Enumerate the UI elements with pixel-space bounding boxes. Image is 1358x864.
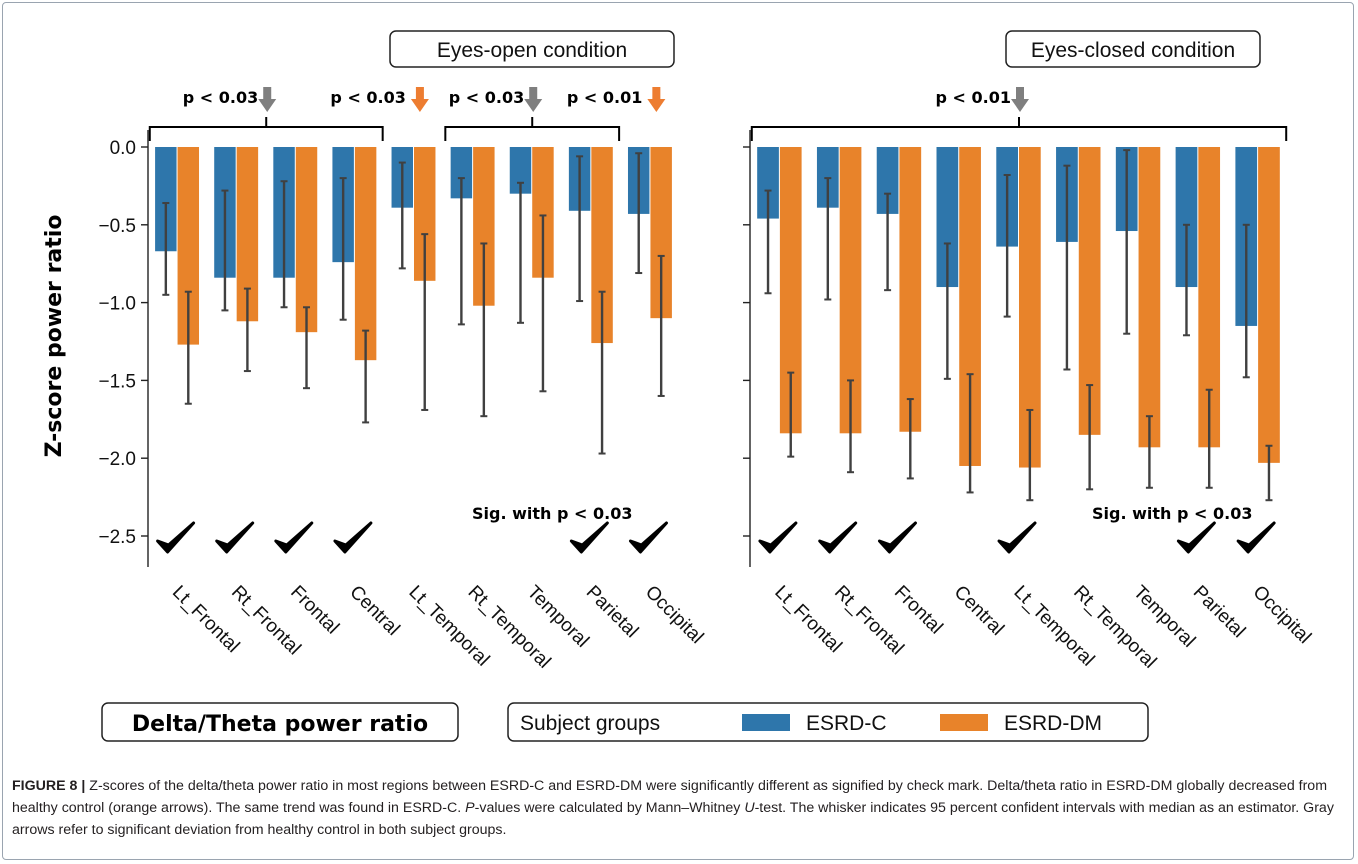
ratio-label-box <box>101 702 459 742</box>
bar-esrd-dm <box>1078 147 1101 435</box>
figure-chart: Eyes-open condition 0.0 −0.5 −1.0 −1.5 −2.0 −2… <box>42 30 1315 742</box>
x-tick-label: Parietal <box>1189 582 1249 642</box>
panel-title: Eyes-closed condition <box>1031 39 1235 62</box>
legend-label-esrd-c: ESRD-C <box>806 712 887 735</box>
bar-esrd-c <box>936 147 959 288</box>
bar-esrd-dm <box>354 147 377 361</box>
checkmark-icon <box>274 521 314 554</box>
caption-u-italic: U <box>744 800 755 816</box>
x-tick-label: Occipital <box>641 582 707 648</box>
checkmark-icon <box>569 521 609 554</box>
p-value-label: p < 0.03 <box>330 88 405 107</box>
legend-swatch-esrd-c <box>742 714 790 731</box>
x-tick-label: Central <box>345 582 403 640</box>
bar-esrd-c <box>876 147 899 214</box>
bar-esrd-c <box>155 147 177 252</box>
panel-title: Eyes-open condition <box>437 39 627 62</box>
y-tick-label: −2.5 <box>98 527 136 548</box>
caption-text-2: -values were calculated by Mann–Whitney <box>474 800 745 816</box>
ratio-label: Delta/Theta power ratio <box>132 712 428 737</box>
p-value-label: p < 0.01 <box>567 88 642 107</box>
caption-p-italic: P <box>465 800 475 816</box>
p-value-label: p < 0.03 <box>449 88 524 107</box>
y-tick-label: −1.0 <box>98 294 136 315</box>
orange-arrow-icon <box>647 87 666 112</box>
bar-esrd-dm <box>236 147 259 322</box>
checkmark-icon <box>215 521 255 554</box>
gray-arrow-icon <box>524 87 543 112</box>
bar-esrd-dm <box>839 147 862 434</box>
bar-esrd-dm <box>473 147 495 306</box>
bar-esrd-dm <box>591 147 613 344</box>
x-tick-label: Occipital <box>1249 582 1315 648</box>
y-tick-label: −1.5 <box>98 371 136 392</box>
bar-esrd-dm <box>959 147 981 466</box>
bar-esrd-dm <box>1019 147 1041 468</box>
significance-note: Sig. with p < 0.03 <box>1092 504 1252 523</box>
bar-esrd-dm <box>1198 147 1221 448</box>
legend-label-esrd-dm: ESRD-DM <box>1004 712 1102 735</box>
checkmark-icon <box>156 521 196 554</box>
bar-esrd-dm <box>295 147 318 333</box>
x-tick-label: Central <box>950 582 1008 640</box>
x-tick-label: Frontal <box>286 582 343 639</box>
significance-note: Sig. with p < 0.03 <box>472 504 632 523</box>
x-tick-label: Frontal <box>890 582 947 639</box>
bar-esrd-dm <box>779 147 802 434</box>
significance-bracket <box>750 126 1288 141</box>
bar-esrd-c <box>757 147 779 219</box>
figure-caption: FIGURE 8 | Z-scores of the delta/theta p… <box>12 775 1346 841</box>
checkmark-icon <box>877 521 917 554</box>
bar-esrd-dm <box>414 147 436 281</box>
bar-esrd-dm <box>1258 147 1280 463</box>
bar-esrd-dm <box>1138 147 1161 448</box>
bar-esrd-c <box>509 147 532 194</box>
bar-esrd-c <box>1175 147 1198 288</box>
orange-arrow-icon <box>410 87 429 112</box>
checkmark-icon <box>997 521 1037 554</box>
panel-title-box <box>1005 30 1261 68</box>
legend-title: Subject groups <box>520 712 660 735</box>
checkmark-icon <box>758 521 798 554</box>
significance-bracket <box>444 126 621 141</box>
checkmark-icon <box>628 521 668 554</box>
caption-figure-label: FIGURE 8 | <box>12 778 86 794</box>
p-value-label: p < 0.03 <box>183 88 258 107</box>
checkmark-icon <box>1236 521 1276 554</box>
legend-box <box>507 702 1149 742</box>
gray-arrow-icon <box>1011 87 1029 112</box>
y-tick-label: −2.0 <box>98 449 136 470</box>
legend-swatch-esrd-dm <box>940 714 988 731</box>
y-tick-label: −0.5 <box>98 216 136 237</box>
bar-esrd-dm <box>532 147 554 278</box>
bar-esrd-c <box>450 147 473 199</box>
caption-text-3: -test. The whisker indicates 95 percent … <box>12 800 1334 838</box>
caption-text-1: Z-scores of the delta/theta power ratio … <box>12 778 1328 816</box>
significance-bracket <box>148 126 384 141</box>
checkmark-icon <box>333 521 373 554</box>
p-value-label: p < 0.01 <box>936 88 1011 107</box>
checkmark-icon <box>818 521 858 554</box>
bar-esrd-dm <box>650 147 672 319</box>
gray-arrow-icon <box>258 87 277 112</box>
bar-esrd-dm <box>899 147 922 432</box>
checkmark-icon <box>1176 521 1216 554</box>
panel-title-box <box>389 30 675 68</box>
y-tick-label: 0.0 <box>110 138 136 159</box>
bar-esrd-dm <box>177 147 200 345</box>
x-tick-label: Parietal <box>582 582 642 642</box>
y-axis-label: Z-score power ratio <box>42 215 67 458</box>
